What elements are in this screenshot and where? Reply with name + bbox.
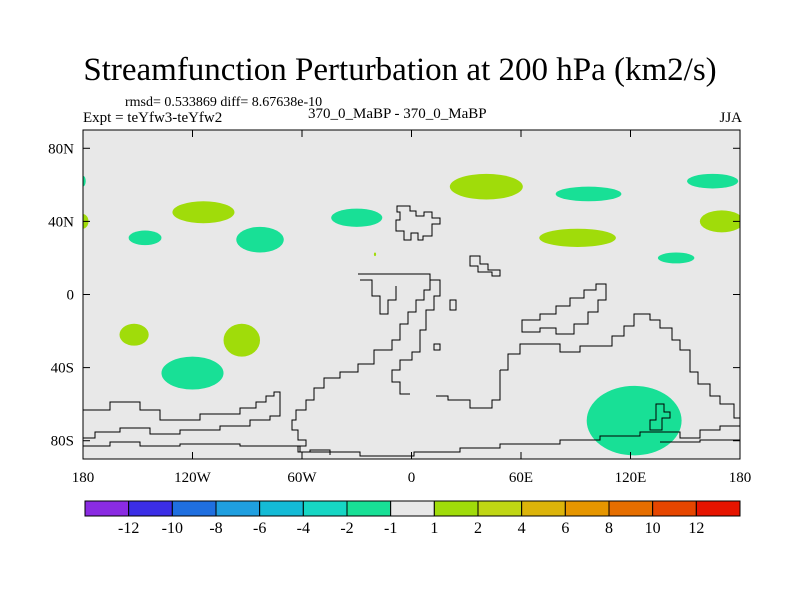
anomaly-region-14 bbox=[223, 323, 261, 357]
colorbar-label-7: 1 bbox=[430, 520, 438, 537]
colorbar-box-3 bbox=[215, 500, 261, 517]
colorbar-label-4: -4 bbox=[297, 520, 310, 537]
coastline-island-small bbox=[433, 343, 441, 351]
coastline-south-america-east bbox=[391, 279, 441, 395]
x-tick-label-2: 60W bbox=[287, 470, 317, 486]
y-tick-label-2: 0 bbox=[67, 288, 75, 304]
colorbar-box-0 bbox=[84, 500, 130, 517]
experiment-label: Expt = teYfw3-teYfw2 bbox=[83, 110, 223, 126]
coastline-south-america bbox=[291, 273, 431, 455]
colorbar-box-7 bbox=[390, 500, 435, 517]
season-label: JJA bbox=[719, 110, 742, 126]
colorbar-label-5: -2 bbox=[340, 520, 353, 537]
anomaly-region-11 bbox=[699, 210, 740, 233]
colorbar-label-0: -12 bbox=[118, 520, 139, 537]
colorbar-label-9: 4 bbox=[518, 520, 526, 537]
colorbar-box-9 bbox=[477, 500, 523, 517]
colorbar-label-13: 12 bbox=[688, 520, 704, 537]
colorbar-box-1 bbox=[128, 500, 173, 517]
coastline-maritime bbox=[521, 283, 607, 335]
anomaly-region-0 bbox=[83, 175, 86, 187]
colorbar: -12 -10 -8 -6 -4 -2 -1 1 2 4 6 8 10 12 bbox=[84, 500, 741, 537]
anomaly-region-13 bbox=[119, 323, 149, 346]
colorbar-box-14 bbox=[695, 500, 741, 517]
anomaly-regions bbox=[83, 173, 740, 456]
coastline-australia bbox=[500, 313, 740, 419]
colorbar-label-12: 10 bbox=[645, 520, 661, 537]
colorbar-label-3: -6 bbox=[253, 520, 266, 537]
colorbar-box-11 bbox=[564, 500, 610, 517]
rmsd-diff-stats: rmsd= 0.533869 diff= 8.67638e-10 bbox=[125, 95, 323, 110]
y-tick-label-4: 80S bbox=[51, 434, 74, 450]
coastline-antarctica-ross bbox=[83, 425, 740, 457]
coastline-middle-east bbox=[469, 255, 501, 277]
x-tick-label-0: 180 bbox=[72, 470, 95, 486]
runs-label: 370_0_MaBP - 370_0_MaBP bbox=[308, 106, 487, 122]
x-tick-label-6: 180 bbox=[729, 470, 752, 486]
anomaly-region-15 bbox=[161, 356, 224, 390]
colorbar-label-11: 8 bbox=[605, 520, 613, 537]
anomaly-region-7 bbox=[449, 173, 523, 200]
chart-title: Streamfunction Perturbation at 200 hPa (… bbox=[83, 52, 717, 88]
axis-tick-labels: 180 120W 60W 0 60E 120E 180 80N 40N 0 40S 80S bbox=[48, 141, 751, 486]
colorbar-box-6 bbox=[346, 500, 392, 517]
colorbar-label-6: -1 bbox=[384, 520, 397, 537]
anomaly-region-4 bbox=[236, 226, 284, 253]
colorbar-label-2: -8 bbox=[209, 520, 222, 537]
y-tick-label-1: 40N bbox=[48, 214, 74, 230]
coastline-australia-south bbox=[436, 370, 501, 409]
colorbar-box-2 bbox=[171, 500, 217, 517]
colorbar-box-12 bbox=[608, 500, 654, 517]
anomaly-region-2 bbox=[128, 230, 162, 246]
anomaly-region-3 bbox=[172, 201, 235, 224]
x-tick-label-5: 120E bbox=[615, 470, 647, 486]
colorbar-label-10: 6 bbox=[561, 520, 569, 537]
anomaly-region-10 bbox=[539, 228, 616, 247]
y-tick-label-3: 40S bbox=[51, 361, 74, 377]
colorbar-box-5 bbox=[302, 500, 348, 517]
colorbar-box-8 bbox=[433, 500, 479, 517]
x-tick-label-1: 120W bbox=[174, 470, 212, 486]
x-tick-label-4: 60E bbox=[509, 470, 533, 486]
coastline-africa-east bbox=[360, 279, 397, 315]
colorbar-label-8: 2 bbox=[474, 520, 482, 537]
anomaly-region-16 bbox=[586, 385, 682, 456]
anomaly-region-8 bbox=[555, 186, 622, 202]
colorbar-box-4 bbox=[259, 500, 304, 517]
axis-ticks bbox=[82, 130, 741, 459]
coastline-new-zealand bbox=[649, 403, 671, 431]
anomaly-region-9 bbox=[687, 173, 739, 189]
coastline-antarctica-east bbox=[660, 439, 740, 443]
colorbar-box-10 bbox=[521, 500, 566, 517]
y-tick-label-0: 80N bbox=[48, 141, 74, 157]
coastlines bbox=[83, 205, 740, 457]
colorbar-box-13 bbox=[652, 500, 697, 517]
coastline-antarctica bbox=[83, 391, 281, 439]
x-tick-label-3: 0 bbox=[408, 470, 416, 486]
coastline-africa-europe bbox=[395, 205, 441, 241]
coastline-island bbox=[449, 299, 457, 311]
colorbar-label-1: -10 bbox=[162, 520, 183, 537]
anomaly-region-6 bbox=[373, 252, 377, 257]
anomaly-region-5 bbox=[331, 208, 383, 227]
anomaly-region-12 bbox=[657, 252, 695, 264]
